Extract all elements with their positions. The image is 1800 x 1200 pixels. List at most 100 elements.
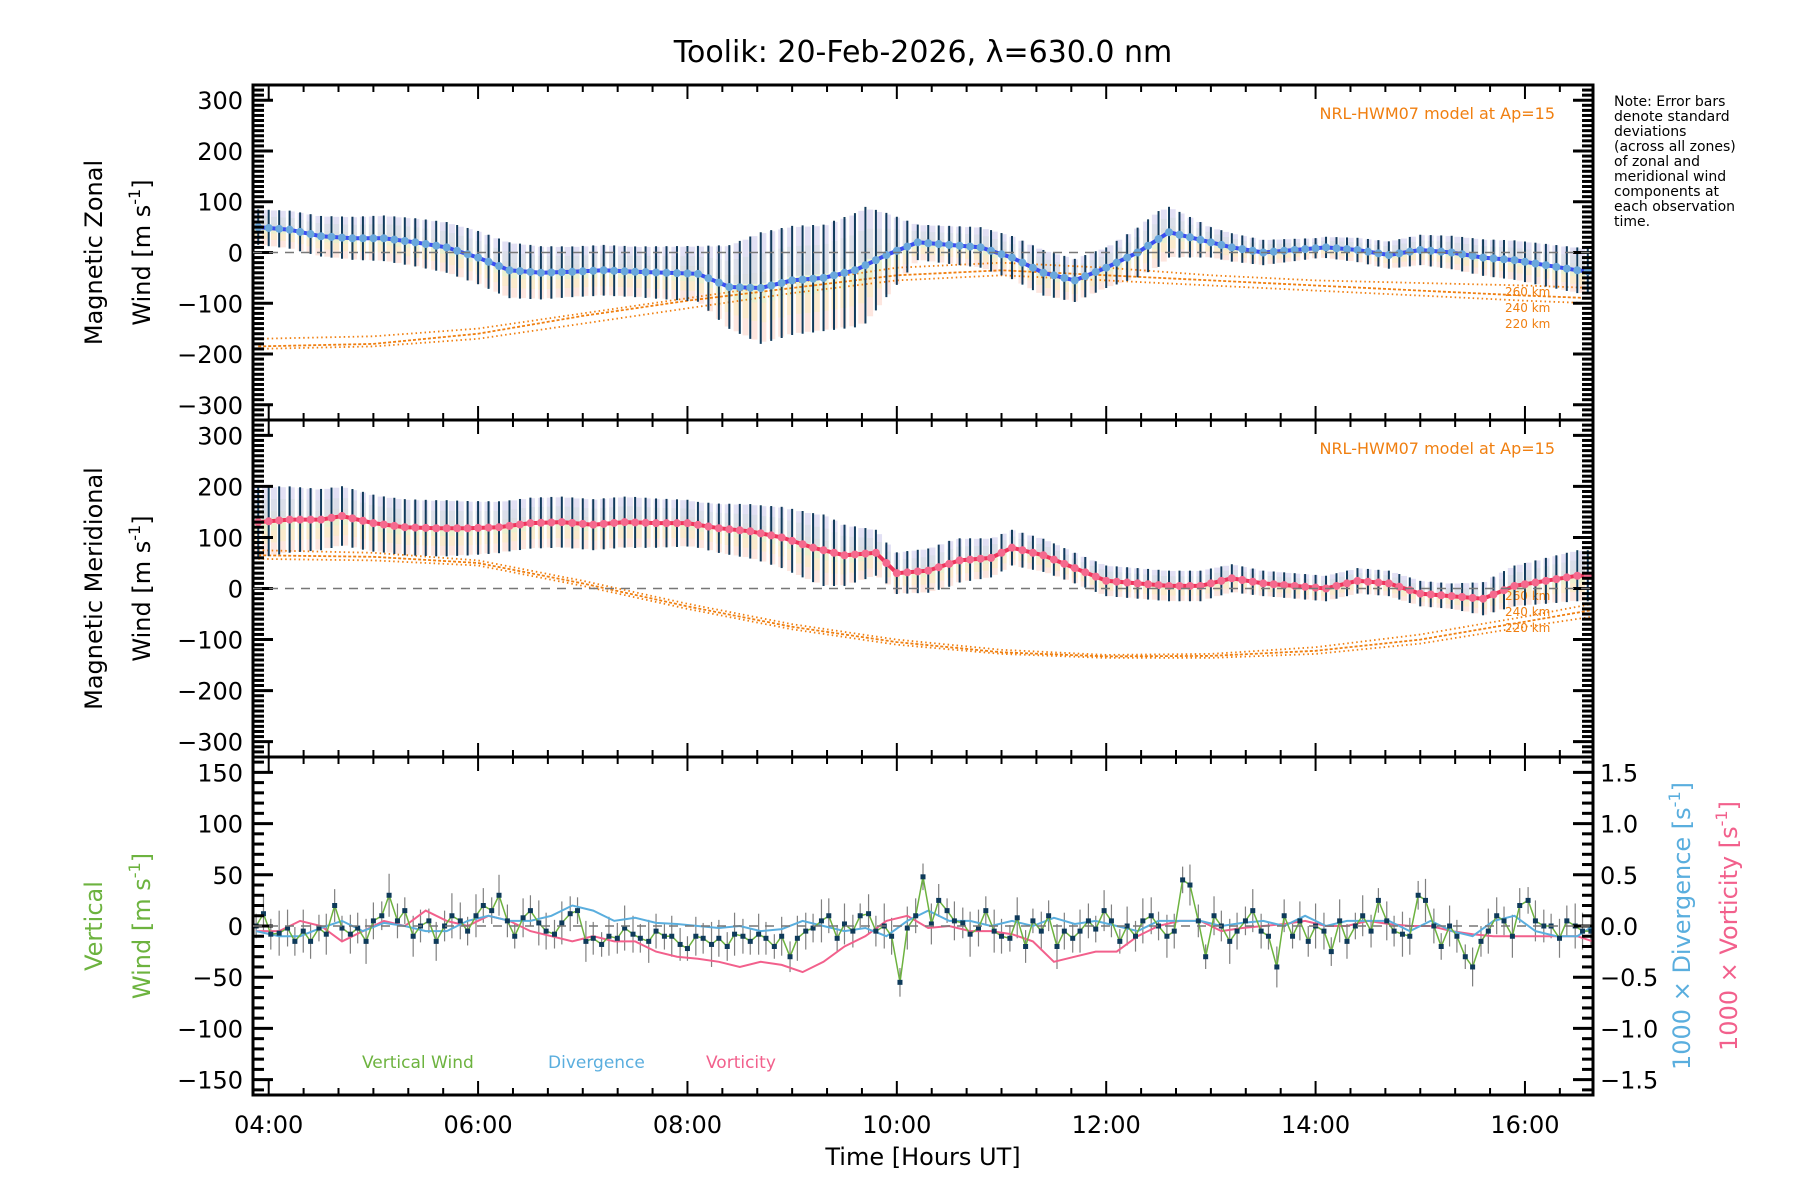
mean-wind-point [1374,578,1383,587]
zone-spread-bar [564,506,571,530]
zone-spread-bar [457,235,464,260]
mean-wind-point [400,523,409,532]
zone-spread-bar [884,566,891,585]
vertical-wind-point [1242,918,1248,924]
y-axis-label-bracket: ] [128,179,156,188]
vertical-wind-point [308,938,314,944]
mean-wind-point [1039,268,1048,277]
zone-spread-bar [431,247,438,270]
zone-spread-bar [706,281,713,312]
zone-spread-bar [1392,250,1399,263]
zone-spread-bar [573,255,580,279]
zone-spread-bar [724,289,731,327]
zone-spread-bar [751,291,758,340]
zone-spread-bar [1507,261,1514,279]
vertical-wind-point [347,931,353,937]
zone-spread-bar [1178,229,1185,250]
zone-spread-bar [1107,582,1114,597]
y-axis-label-text: Wind [m s [128,541,156,662]
model-curve-220 [258,558,1594,659]
mean-wind-point [934,563,943,572]
zone-spread-bar [1347,583,1354,595]
zone-spread-bar [760,233,767,284]
zone-spread-bar [315,216,322,235]
mean-wind-point [913,238,922,247]
zone-spread-bar [288,224,295,243]
zone-spread-bar [787,246,794,296]
legend-entry-vorticity: Vorticity [706,1053,776,1073]
mean-wind-point [317,232,326,241]
zone-spread-bar [1338,576,1345,589]
zone-spread-bar [582,273,589,296]
zone-spread-bar [502,501,509,525]
zone-spread-bar [1276,585,1283,598]
mean-wind-point [484,257,493,266]
zone-spread-bar [511,527,518,551]
zone-spread-bar [902,551,909,571]
mean-wind-point [327,232,336,241]
zone-spread-bar [644,256,651,280]
zone-spread-bar [324,499,331,527]
vertical-wind-point [536,920,542,926]
zone-spread-bar [973,560,980,580]
zone-spread-bar [644,265,651,289]
vertical-wind-point [480,903,486,909]
zone-spread-bar [1525,256,1532,276]
zone-spread-bar [626,524,633,548]
mean-wind-point [1102,576,1111,585]
zone-spread-bar [867,537,874,560]
zone-spread-bar [1507,247,1514,266]
zone-spread-bar [769,506,776,534]
mean-wind-point [1070,564,1079,573]
zone-spread-bar [1151,585,1158,600]
zone-spread-bar [840,218,847,269]
zone-spread-bar [938,226,945,243]
vertical-wind-point [810,925,816,931]
mean-wind-point [756,529,765,538]
vertical-wind-point [1265,933,1271,939]
zone-spread-bar [564,255,571,279]
zone-spread-bar [1125,567,1132,582]
zone-spread-bar [1231,565,1238,578]
zone-spread-bar [1169,209,1176,232]
zone-spread-bar [502,260,509,286]
vertical-wind-point [889,933,895,939]
vertical-wind-point [1447,923,1453,929]
zone-spread-bar [1196,240,1203,258]
vertical-wind-point [944,908,950,914]
zone-spread-bar [1080,256,1087,276]
zone-spread-bar [502,510,509,534]
zone-spread-bar [333,238,340,258]
mean-wind-point [1018,258,1027,267]
zone-spread-bar [635,497,642,521]
zone-spread-bar [787,542,794,572]
zone-spread-bar [377,496,384,522]
zone-spread-bar [1561,571,1568,594]
vertical-wind-point [928,921,934,927]
zone-spread-bar [1392,586,1399,598]
vertical-wind-point [1290,933,1296,939]
mean-wind-point [536,518,545,527]
zone-spread-bar [1223,575,1230,589]
zone-spread-bar [813,551,820,583]
zone-spread-bar [1418,594,1425,607]
zone-spread-bar [1116,583,1123,597]
model-curve-240 [258,269,1594,348]
zone-spread-bar [876,557,883,578]
mean-wind-point [1070,276,1079,285]
zone-spread-bar [1498,572,1505,590]
mean-wind-point [484,523,493,532]
zone-spread-bar [262,222,269,239]
zone-spread-bar [288,211,295,229]
zone-spread-bar [1240,567,1247,580]
zone-spread-bar [973,538,980,558]
x-tick-label: 04:00 [234,1111,303,1139]
vertical-wind-point [1281,913,1287,919]
zone-spread-bar [1151,575,1158,590]
zone-spread-bar [1409,578,1416,591]
axis-label-superscript: -1 [1712,810,1731,826]
zone-spread-bar [662,265,669,290]
mean-wind-point [1332,581,1341,590]
zone-spread-bar [1418,251,1425,266]
vertical-wind-point [614,935,620,941]
